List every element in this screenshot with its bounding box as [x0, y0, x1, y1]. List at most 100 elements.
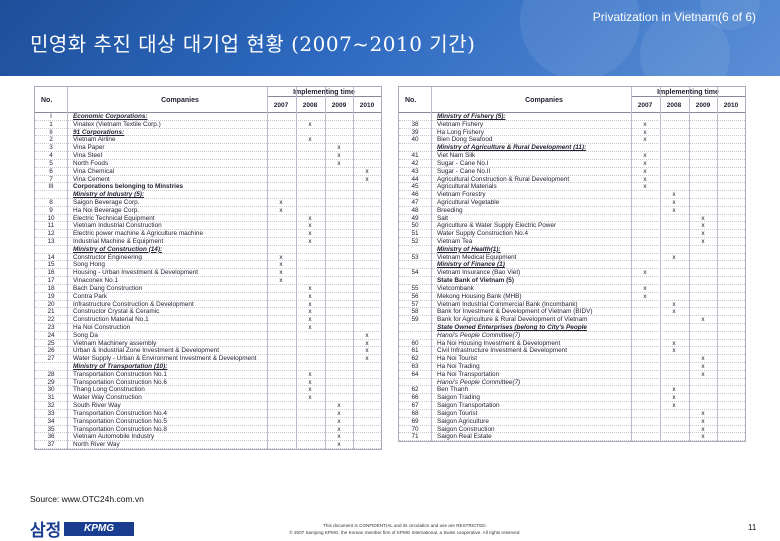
row-company: Bien Dong Seafood: [437, 136, 493, 144]
year-header: 2009: [695, 102, 711, 109]
table-row: 60 Ha Noi Housing Investment & Developmen…: [399, 340, 745, 348]
implementation-mark: x: [672, 191, 676, 199]
table-row: 66 Saigon Trading x: [399, 394, 745, 403]
row-company: Constructor Crystal & Ceramic: [73, 308, 160, 316]
row-number: 45: [411, 183, 419, 191]
table-row: 63 Ha Noi Trading x: [399, 363, 745, 371]
row-company: Transportation Construction No.8: [73, 425, 167, 433]
implementation-mark: x: [279, 277, 283, 285]
implementation-mark: x: [701, 355, 705, 363]
table-row: 10 Electric Technical Equipment x: [35, 215, 381, 223]
row-company: Ha Noi Transportation: [437, 370, 500, 378]
row-number: 67: [411, 402, 419, 410]
implementation-mark: x: [672, 386, 676, 394]
implementation-mark: x: [365, 339, 369, 347]
table-row: 59 Bank for Agriculture & Rural Developme…: [399, 316, 745, 324]
row-company: Bach Dang Construction: [73, 284, 143, 292]
decor-circle: [640, 10, 730, 76]
row-number: 12: [47, 230, 55, 238]
year-header: 2010: [359, 102, 375, 109]
row-company: State Bank of Vietnam (5): [437, 277, 514, 285]
implementation-mark: x: [672, 300, 676, 308]
table-row: 46 Vietnam Forestry x: [399, 191, 745, 199]
table-row: 44 Agricultural Construction & Rural Deve…: [399, 176, 745, 184]
year-header: 2008: [302, 102, 318, 109]
table-row: 56 Mekong Housing Bank (MHB) x: [399, 293, 745, 301]
implementation-mark: x: [337, 409, 341, 417]
row-number: 30: [47, 386, 55, 394]
table-row: 27 Water Supply - Urban & Environment Inv…: [35, 355, 381, 363]
implementation-mark: x: [672, 402, 676, 410]
row-company: Industrial Machine & Equipment: [73, 238, 164, 245]
table-row: 18 Bach Dang Construction x: [35, 285, 381, 293]
implementation-mark: x: [643, 136, 647, 144]
row-number: 31: [47, 394, 55, 402]
table-row: 23 Ha Noi Construction x: [35, 324, 381, 332]
table-row: 12 Electric power machine & Agriculture m…: [35, 230, 381, 238]
implementation-mark: x: [672, 308, 676, 316]
col-companies-header: Companies: [161, 97, 199, 104]
implementation-mark: x: [672, 339, 676, 347]
implementation-mark: x: [308, 120, 312, 128]
row-number: 3: [49, 144, 53, 152]
row-number: 11: [47, 222, 55, 230]
row-number: 52: [411, 238, 419, 245]
footer-line: This document is CONFIDENTIAL and its ci…: [323, 523, 487, 528]
row-company: Contra Park: [73, 292, 108, 300]
row-number: 28: [47, 370, 55, 378]
implementation-mark: x: [643, 120, 647, 128]
implementation-mark: x: [308, 370, 312, 378]
table-row: 47 Agricultural Vegetable x: [399, 199, 745, 207]
row-company: Ministry of Construction (14):: [73, 245, 163, 253]
row-company: Vietnam Industrial Commercial Bank (Inco…: [437, 300, 578, 308]
table-row: 4 Vina Steel x: [35, 152, 381, 160]
table-row: 35 Transportation Construction No.8 x: [35, 426, 381, 434]
row-company: Saigon Construction: [437, 425, 495, 433]
table-row: 71 Saigon Real Estate x: [399, 433, 745, 442]
table-row: 45 Agricultural Materials x: [399, 183, 745, 192]
row-company: Construction Material No.1: [73, 316, 149, 324]
row-company: Mekong Housing Bank (MHB): [437, 292, 522, 300]
row-number: III: [48, 183, 54, 191]
table-row: II 91 Corporations:: [35, 129, 381, 137]
column-divider: [325, 87, 326, 449]
row-number: 64: [411, 370, 419, 378]
implementation-mark: x: [701, 433, 705, 441]
row-company: Breeding: [437, 206, 463, 214]
table-row: 64 Ha Noi Transportation x: [399, 371, 745, 379]
row-company: Sugar - Cane No.I: [437, 159, 489, 167]
row-number: 25: [47, 339, 55, 347]
table-row: 6 Vina Chemical x: [35, 168, 381, 176]
col-implementing-header: Implementing time: [631, 89, 745, 97]
table-row: 53 Vietnam Medical Equipment x: [399, 254, 745, 262]
row-company: Vietnam Fishery: [437, 120, 484, 128]
row-company: Agricultural Vegetable: [437, 198, 500, 206]
implementation-mark: x: [337, 159, 341, 167]
row-number: 40: [411, 136, 419, 144]
row-company: North River Way: [73, 441, 120, 449]
row-company: Vietnam Airline: [73, 136, 116, 144]
implementation-mark: x: [337, 152, 341, 160]
row-number: 38: [411, 120, 419, 128]
row-number: 56: [411, 292, 419, 300]
table-row: 51 Water Supply Construction No.4 x: [399, 230, 745, 238]
col-implementing-header: Implementing time: [267, 89, 381, 97]
table-row: 9 Ha Noi Beverage Corp. x: [35, 207, 381, 215]
row-number: 37: [47, 441, 55, 449]
implementation-mark: x: [279, 261, 283, 269]
row-number: 62: [411, 355, 419, 363]
implementation-mark: x: [279, 253, 283, 261]
implementation-mark: x: [308, 394, 312, 402]
implementation-mark: x: [701, 214, 705, 222]
table-row: 70 Saigon Construction x: [399, 426, 745, 434]
column-divider: [631, 87, 632, 442]
table-row: 15 Song Hong x: [35, 261, 381, 270]
table-row: 61 Civil Infrastructure Investment & Deve…: [399, 347, 745, 356]
row-company: Saigon Tourist: [437, 409, 478, 417]
column-divider: [689, 87, 690, 442]
row-company: Ha Long Fishery: [437, 128, 484, 136]
source-note: Source: www.OTC24h.com.vn: [30, 494, 144, 504]
table-row: 68 Saigon Tourist x: [399, 410, 745, 418]
implementation-mark: x: [701, 370, 705, 378]
row-number: 14: [47, 253, 55, 261]
